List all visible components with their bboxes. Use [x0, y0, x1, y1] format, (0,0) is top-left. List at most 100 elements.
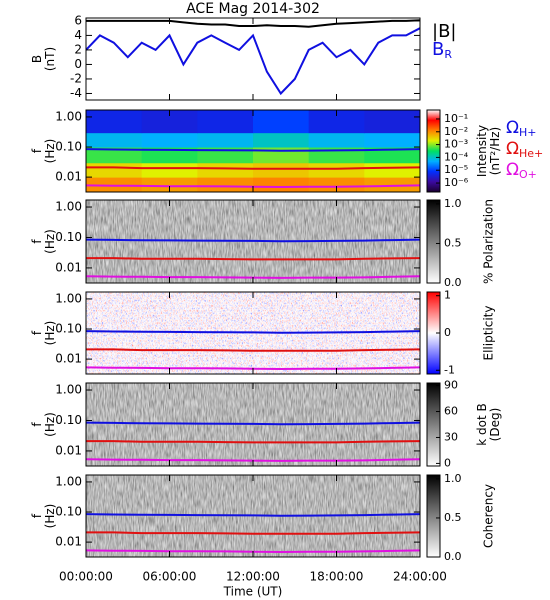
y-tick-label: 1.00 [55, 383, 82, 397]
heat-cell [364, 162, 420, 178]
y-tick-label: 0.01 [55, 170, 82, 184]
y-tick-label: 0.10 [55, 230, 82, 244]
colorbar [426, 382, 441, 467]
heat-cell [197, 162, 254, 178]
heat-cell [364, 177, 420, 192]
y-axis-label: (Hz) [43, 229, 57, 254]
colorbar-label: Ellipticity [482, 306, 496, 361]
heat-cell [308, 132, 365, 148]
series-line [86, 19, 420, 28]
colorbar-tick-label: 60 [444, 405, 458, 418]
y-tick-label: 0 [74, 57, 82, 71]
y-axis-label: f [30, 330, 44, 335]
heat-cell [141, 177, 198, 192]
heat-cell [253, 147, 310, 164]
heat-cell [308, 177, 365, 192]
heat-cell [308, 110, 365, 134]
heat-cell [86, 132, 143, 148]
heat-cell [364, 147, 420, 164]
y-axis-label: (Hz) [43, 412, 57, 437]
y-axis-label: f [30, 239, 44, 244]
y-tick-label: 1.00 [55, 200, 82, 214]
plot-area [86, 292, 420, 374]
x-axis-label: Time (UT) [223, 585, 283, 599]
colorbar-tick-label: 10⁻⁵ [444, 163, 468, 176]
series-line [86, 440, 420, 444]
y-axis-label: f [30, 422, 44, 427]
heat-cell [364, 110, 420, 134]
heat-cell [364, 132, 420, 148]
heat-cell [86, 177, 143, 192]
series-line [86, 257, 420, 261]
colorbar-label: (nT²/Hz) [488, 127, 502, 175]
colorbar-tick-label: 1.0 [444, 472, 462, 485]
x-tick-label: 12:00:00 [226, 570, 280, 584]
colorbar-label: % Polarization [482, 199, 496, 284]
series-line [86, 166, 420, 170]
frame [85, 17, 421, 101]
plot-area [86, 19, 420, 96]
heat-cell [253, 110, 310, 134]
colorbar-tick-label: 0.5 [444, 236, 462, 249]
colorbar-tick-label: 1 [444, 289, 451, 302]
y-axis-label: (Hz) [43, 504, 57, 529]
y-tick-label: 1.00 [55, 474, 82, 488]
y-tick-label: 0.10 [55, 413, 82, 427]
series-line [86, 330, 420, 334]
y-tick-label: 1.00 [55, 291, 82, 305]
heat-cell [141, 147, 198, 164]
legend-entry: ΩHe+ [506, 139, 543, 160]
series-line [86, 148, 420, 152]
y-tick-label: 4 [74, 28, 82, 42]
y-tick-label: 0.01 [55, 535, 82, 549]
series-line [86, 348, 420, 352]
colorbar-label: Coherency [482, 484, 496, 548]
colorbar-tick-label: 0.0 [444, 550, 462, 563]
legend-entry: ΩH+ [506, 118, 537, 139]
x-tick-label: 06:00:00 [143, 570, 197, 584]
series-line [86, 421, 420, 426]
colorbar-label: Intensity [475, 125, 489, 177]
colorbar-tick-label: 10⁻¹ [444, 112, 468, 125]
y-tick-label: 2 [74, 42, 82, 56]
colorbar-tick-label: 10⁻² [444, 125, 468, 138]
heat-cell [197, 177, 254, 192]
heat-cell [86, 147, 143, 164]
y-tick-label: 6 [74, 13, 82, 27]
y-axis-label: (Hz) [43, 321, 57, 346]
y-tick-label: 0.10 [55, 322, 82, 336]
chart-title: ACE Mag 2014-302 [186, 1, 320, 17]
heat-cell [253, 162, 310, 178]
y-tick-label: 0.01 [55, 260, 82, 274]
y-tick-label: 0.10 [55, 505, 82, 519]
legend-entry: BR [432, 39, 452, 61]
y-axis-label: B [30, 55, 44, 63]
plot-area [86, 475, 420, 557]
colorbar-tick-label: 30 [444, 430, 458, 443]
colorbar-tick-label: 1.0 [444, 197, 462, 210]
legend-entry: |B| [432, 21, 456, 42]
colorbar-tick-label: 90 [444, 379, 458, 392]
heat-cell [253, 132, 310, 148]
heat-cell [308, 162, 365, 178]
colorbar-label: k dot B [475, 403, 489, 445]
y-axis-label: (Hz) [43, 139, 57, 164]
colorbar-tick-label: 10⁻⁴ [444, 150, 469, 163]
y-tick-label: -2 [70, 71, 82, 85]
y-tick-label: -4 [70, 86, 82, 100]
colorbar-tick-label: 0.5 [444, 511, 462, 524]
heat-cell [141, 162, 198, 178]
colorbar-tick-label: -1 [444, 363, 455, 376]
y-tick-label: 0.01 [55, 443, 82, 457]
colorbar-tick-label: 0 [444, 326, 451, 339]
legend-entry: ΩO+ [506, 160, 537, 181]
colorbar [426, 109, 441, 193]
series-line [86, 513, 420, 517]
heat-cell [141, 132, 198, 148]
series-line [86, 27, 420, 96]
colorbar [426, 199, 441, 284]
plot-area [86, 110, 420, 192]
colorbar-tick-label: 10⁻³ [444, 138, 468, 151]
x-tick-label: 00:00:00 [59, 570, 113, 584]
